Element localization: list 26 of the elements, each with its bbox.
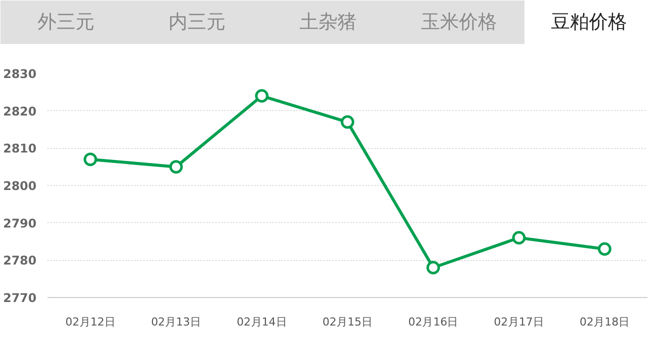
x-tick-label: 02月14日 xyxy=(236,316,287,328)
point xyxy=(340,115,354,129)
y-tick-label: 2780 xyxy=(3,254,37,268)
x-tick-label: 02月13日 xyxy=(151,316,202,328)
text: 土杂猪 xyxy=(300,12,356,33)
y-tick-label: 2820 xyxy=(3,104,37,118)
point xyxy=(84,152,98,166)
point xyxy=(426,260,440,274)
y-tick-label: 2790 xyxy=(3,216,37,230)
x-tick-label: 02月15日 xyxy=(322,316,373,328)
x-tick-label: 02月16日 xyxy=(408,316,458,328)
y-tick-label: 2810 xyxy=(3,142,37,156)
y-tick-label: 2770 xyxy=(3,291,37,305)
point xyxy=(512,231,526,245)
point xyxy=(255,89,269,103)
text: 内三元 xyxy=(168,12,226,33)
x-tick-label: 02月12日 xyxy=(65,316,116,328)
text: 玉米价格 xyxy=(421,12,497,33)
x-tick-label: 02月17日 xyxy=(494,316,544,328)
text: 外三元 xyxy=(38,12,94,33)
chart-title: 豆粕价格 xyxy=(551,12,627,33)
y-tick-label: 2800 xyxy=(3,179,37,193)
x-tick-label: 02月18日 xyxy=(580,316,630,328)
y-tick-label: 2830 xyxy=(3,67,37,81)
point xyxy=(598,242,612,256)
point xyxy=(169,160,183,174)
